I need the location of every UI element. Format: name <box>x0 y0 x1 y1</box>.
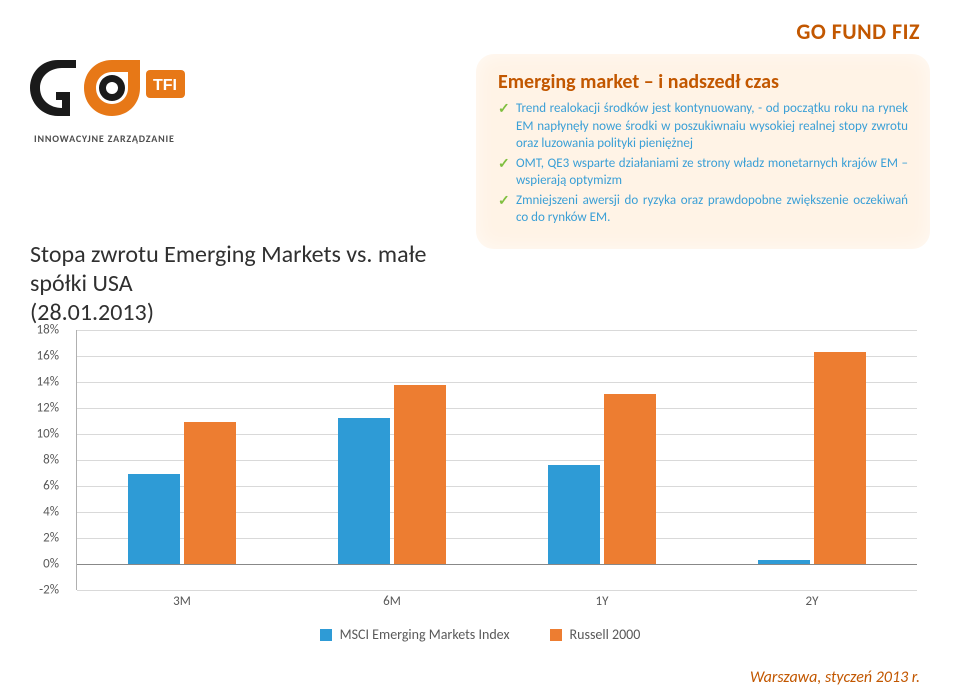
chart-bar <box>548 465 600 564</box>
chart-bar <box>394 385 446 564</box>
chart-bar <box>758 560 810 564</box>
chart-y-label: 8% <box>19 453 59 468</box>
callout-bullet: Zmniejszeni awersji do ryzyka oraz prawd… <box>516 192 908 227</box>
legend-label-0: MSCI Emerging Markets Index <box>340 626 510 643</box>
callout-bullet: OMT, QE3 wsparte działaniami ze strony w… <box>516 155 908 190</box>
callout-list: Trend realokacji środków jest kontynuowa… <box>498 100 908 227</box>
chart-gridline <box>77 564 917 565</box>
callout-bullet: Trend realokacji środków jest kontynuowa… <box>516 100 908 153</box>
chart-gridline <box>77 356 917 357</box>
callout-box: Emerging market – i nadszedł czas Trend … <box>476 54 930 249</box>
chart-title-paren-close: ) <box>147 298 154 327</box>
chart-y-label: 0% <box>19 557 59 572</box>
brand-right: GO FUND FIZ <box>796 18 920 45</box>
chart-title-line1b: USA <box>92 269 132 298</box>
chart-y-label: 6% <box>19 479 59 494</box>
chart-plot-area: -2%0%2%4%6%8%10%12%14%16%18%3M6M1Y2Y <box>76 330 917 590</box>
chart-gridline <box>77 408 917 409</box>
legend-item-1: Russell 2000 <box>550 626 641 643</box>
chart-bar <box>604 394 656 564</box>
logo-tagline: INNOWACYJNE ZARZĄDZANIE <box>34 132 175 145</box>
chart-y-label: -2% <box>19 583 59 598</box>
chart-y-label: 16% <box>19 349 59 364</box>
chart-bar <box>184 422 236 564</box>
chart-y-label: 2% <box>19 531 59 546</box>
chart-gridline <box>77 382 917 383</box>
chart-legend: MSCI Emerging Markets Index Russell 2000 <box>30 626 930 643</box>
legend-swatch-1 <box>550 629 562 641</box>
svg-text:TFI: TFI <box>153 77 177 94</box>
chart-x-label: 2Y <box>806 594 819 609</box>
chart-y-label: 14% <box>19 375 59 390</box>
chart-y-label: 18% <box>19 323 59 338</box>
chart-gridline <box>77 330 917 331</box>
chart-title-line1a: Stopa zwrotu Emerging Markets vs. małe s… <box>30 240 426 298</box>
chart-gridline <box>77 590 917 591</box>
chart-bar <box>338 418 390 564</box>
bar-chart: -2%0%2%4%6%8%10%12%14%16%18%3M6M1Y2Y MSC… <box>30 330 930 650</box>
chart-y-label: 12% <box>19 401 59 416</box>
callout-title: Emerging market – i nadszedł czas <box>498 70 908 94</box>
chart-x-label: 3M <box>173 594 191 609</box>
legend-label-1: Russell 2000 <box>570 626 641 643</box>
logo: TFI <box>30 60 185 135</box>
chart-y-label: 10% <box>19 427 59 442</box>
legend-swatch-0 <box>320 629 332 641</box>
legend-item-0: MSCI Emerging Markets Index <box>320 626 510 643</box>
chart-x-label: 6M <box>383 594 401 609</box>
chart-y-label: 4% <box>19 505 59 520</box>
chart-bar <box>128 474 180 564</box>
chart-x-label: 1Y <box>596 594 609 609</box>
chart-heading: Stopa zwrotu Emerging Markets vs. małe s… <box>30 240 470 327</box>
chart-title-line2: (28.01.2013) <box>30 298 470 327</box>
footer-text: Warszawa, styczeń 2013 r. <box>750 668 920 687</box>
chart-bar <box>814 352 866 564</box>
